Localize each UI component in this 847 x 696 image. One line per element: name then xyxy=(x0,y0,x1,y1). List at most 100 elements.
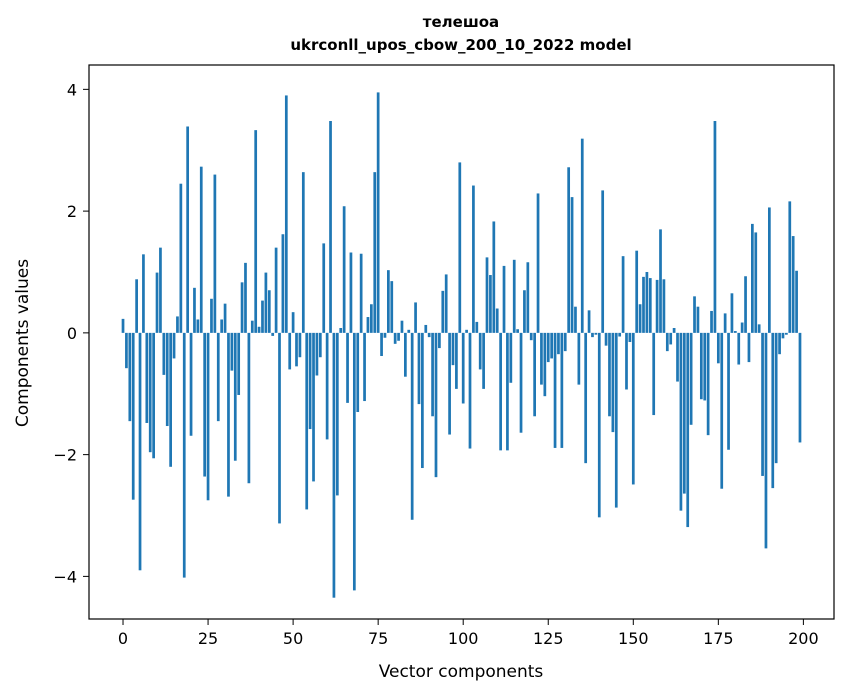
bar xyxy=(468,332,472,449)
bar xyxy=(458,162,462,333)
bar xyxy=(189,332,193,436)
bar xyxy=(250,320,254,333)
bar xyxy=(516,329,519,333)
bar xyxy=(148,332,152,453)
bar xyxy=(271,332,275,336)
bar xyxy=(196,319,200,333)
bar xyxy=(747,332,751,363)
bar xyxy=(182,332,186,578)
bar xyxy=(267,290,271,333)
bar xyxy=(179,183,183,333)
bar xyxy=(206,332,210,501)
bar xyxy=(356,332,360,413)
bar xyxy=(761,332,764,476)
bar xyxy=(795,270,798,333)
bar xyxy=(781,332,785,339)
bar xyxy=(210,298,213,333)
bar xyxy=(186,126,190,333)
x-tick-label: 200 xyxy=(788,629,819,648)
bar xyxy=(506,332,509,451)
bar xyxy=(165,332,169,427)
y-tick-label: −2 xyxy=(53,446,77,465)
bar xyxy=(771,332,775,489)
bar xyxy=(254,130,258,333)
bar xyxy=(404,332,407,377)
bar xyxy=(492,221,496,333)
bar xyxy=(686,332,690,528)
bar xyxy=(482,332,485,389)
bar xyxy=(257,326,261,333)
bar xyxy=(373,172,377,333)
bar xyxy=(754,232,758,333)
bar xyxy=(172,332,176,359)
bar xyxy=(710,310,713,333)
bar xyxy=(495,308,499,333)
bar xyxy=(400,320,404,333)
bar xyxy=(128,332,132,422)
bar xyxy=(601,190,605,333)
bar xyxy=(591,332,594,338)
bar xyxy=(227,332,230,497)
bar xyxy=(785,332,788,335)
bar xyxy=(407,329,411,333)
bar xyxy=(533,332,536,417)
bar xyxy=(597,332,601,518)
bar xyxy=(614,332,618,508)
bar xyxy=(342,206,346,333)
bar xyxy=(737,332,741,365)
bar xyxy=(155,272,159,333)
bar xyxy=(577,332,581,385)
bar xyxy=(693,296,696,333)
bar xyxy=(417,332,421,405)
bar xyxy=(560,332,564,448)
bar xyxy=(142,254,145,333)
y-tick-label: 0 xyxy=(67,324,77,343)
bar xyxy=(240,282,244,333)
bar xyxy=(768,207,771,333)
bar xyxy=(713,121,717,333)
bar xyxy=(176,316,179,333)
y-tick-label: −4 xyxy=(53,567,77,586)
bar xyxy=(363,332,366,402)
bar xyxy=(315,332,319,376)
bar xyxy=(472,185,475,333)
bar xyxy=(778,332,781,355)
bar xyxy=(397,332,400,341)
bar xyxy=(584,332,588,464)
bar xyxy=(352,332,356,591)
bar xyxy=(727,332,730,450)
bar xyxy=(121,318,125,333)
bar xyxy=(703,332,707,401)
bar xyxy=(393,332,397,344)
y-axis-label: Components values xyxy=(13,259,33,427)
bar xyxy=(346,332,349,403)
bar xyxy=(546,332,550,363)
bar xyxy=(424,324,428,333)
bar xyxy=(376,92,380,333)
bar xyxy=(233,332,237,461)
bar xyxy=(427,332,431,338)
bar xyxy=(125,332,128,369)
bar xyxy=(557,332,560,355)
bar xyxy=(523,290,526,333)
bar xyxy=(689,332,693,425)
bar xyxy=(261,300,264,333)
bar xyxy=(247,332,251,484)
bar xyxy=(672,328,676,333)
x-tick-label: 125 xyxy=(533,629,564,648)
bar xyxy=(645,271,649,333)
bar xyxy=(441,290,445,333)
bar xyxy=(587,310,591,333)
bar xyxy=(757,324,761,333)
bar xyxy=(628,332,632,342)
bar xyxy=(431,332,434,417)
bar xyxy=(203,332,207,477)
bar xyxy=(295,332,298,367)
bar xyxy=(369,304,373,333)
bar xyxy=(706,332,710,436)
bar xyxy=(325,332,329,440)
bar xyxy=(366,317,370,333)
bar xyxy=(774,332,778,464)
bar xyxy=(723,313,727,333)
bar xyxy=(455,332,458,389)
